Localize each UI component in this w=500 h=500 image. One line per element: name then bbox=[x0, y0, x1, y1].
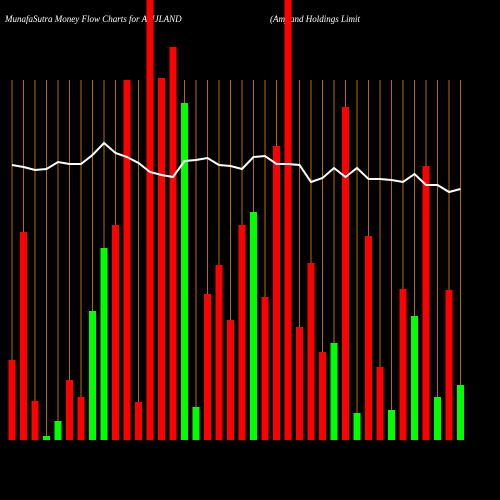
bar bbox=[66, 380, 73, 440]
bar bbox=[204, 294, 211, 440]
bar bbox=[273, 146, 280, 440]
bar bbox=[43, 436, 50, 440]
chart-title: MunafaSutra Money Flow Charts for AMJLAN… bbox=[4, 14, 182, 24]
bar bbox=[112, 225, 119, 440]
bar bbox=[365, 236, 372, 440]
bar bbox=[77, 397, 85, 440]
bar bbox=[135, 402, 142, 440]
bar bbox=[100, 248, 108, 440]
bar bbox=[376, 367, 384, 440]
bar bbox=[284, 0, 292, 440]
bar bbox=[169, 47, 177, 440]
bar bbox=[215, 265, 223, 440]
money-flow-line bbox=[11, 141, 461, 194]
bar bbox=[422, 166, 430, 440]
bar bbox=[146, 0, 154, 440]
bar bbox=[296, 327, 303, 440]
bar bbox=[457, 385, 464, 440]
bar bbox=[89, 311, 96, 440]
bar bbox=[445, 290, 453, 440]
chart-subtitle: (Amjland Holdings Limit bbox=[270, 14, 361, 24]
bar bbox=[20, 232, 27, 440]
bar bbox=[192, 407, 200, 440]
bar bbox=[54, 421, 62, 440]
bar bbox=[261, 297, 269, 440]
bar bbox=[123, 80, 131, 440]
bar bbox=[388, 410, 395, 440]
bar bbox=[238, 225, 246, 440]
bar bbox=[307, 263, 315, 440]
bar bbox=[31, 401, 39, 440]
bar bbox=[353, 413, 361, 440]
bar bbox=[434, 397, 441, 440]
bar bbox=[319, 352, 326, 440]
bar bbox=[399, 289, 407, 440]
bar bbox=[330, 343, 338, 440]
bar bbox=[227, 320, 234, 440]
bar bbox=[342, 107, 349, 440]
bar bbox=[8, 360, 16, 440]
bar bbox=[250, 212, 257, 440]
bar bbox=[158, 78, 165, 440]
bar bbox=[181, 103, 188, 440]
bar bbox=[411, 316, 418, 440]
